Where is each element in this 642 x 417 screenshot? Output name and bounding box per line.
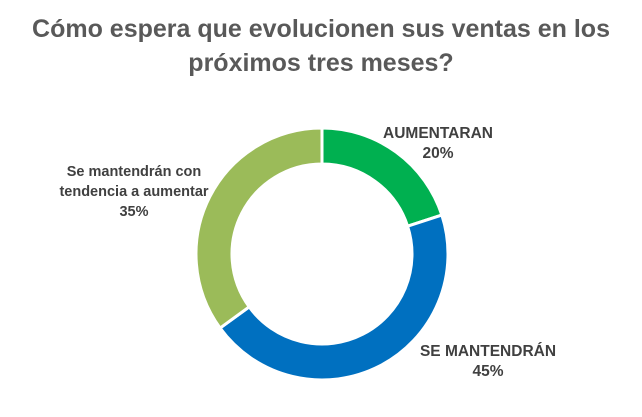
value-label: 45% <box>472 363 504 380</box>
category-label-line-2: tendencia a aumentar <box>59 184 209 200</box>
title-line-1: Cómo espera que evolucionen sus ventas e… <box>32 15 610 43</box>
value-label: 20% <box>422 145 454 162</box>
chart-title: Cómo espera que evolucionen sus ventas e… <box>0 12 642 80</box>
value-label: 35% <box>119 204 149 220</box>
category-label-line-1: Se mantendrán con <box>66 164 202 180</box>
donut-slice-3 <box>194 126 324 331</box>
category-label: SE MANTENDRÁN <box>419 343 557 360</box>
label-se-mantendran: SE MANTENDRÁN 45% <box>398 342 578 382</box>
label-aumentaran: AUMENTARAN 20% <box>370 124 506 164</box>
donut-slice-2 <box>217 213 450 382</box>
title-line-2: próximos tres meses? <box>188 49 454 77</box>
category-label: AUMENTARAN <box>383 125 493 142</box>
label-tendencia-aumentar: Se mantendrán con tendencia a aumentar 3… <box>44 162 224 222</box>
